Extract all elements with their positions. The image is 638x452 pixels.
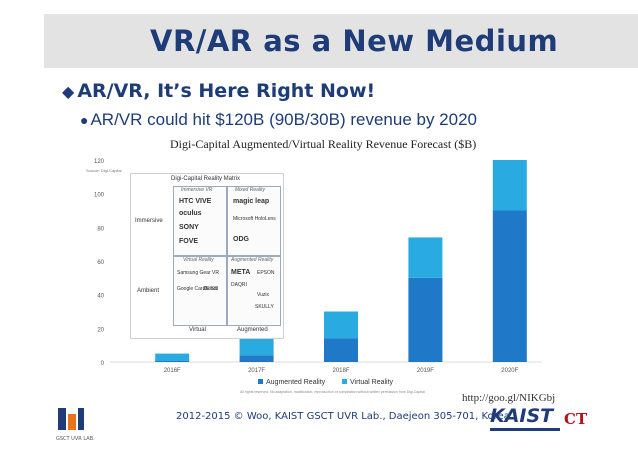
matrix-title: Digi-Capital Reality Matrix <box>171 176 241 182</box>
bullet-subpoint-text: AR/VR could hit $120B (90B/30B) revenue … <box>90 110 477 129</box>
y-tick-label: 80 <box>97 226 104 232</box>
kaist-logo-underline <box>490 428 560 431</box>
slide-title: VR/AR as a New Medium <box>150 24 559 58</box>
legend-swatch-vr <box>342 379 347 384</box>
x-tick-label: 2020F <box>501 368 518 374</box>
y-tick-label: 120 <box>94 159 105 165</box>
quadrant-head-augmented-reality: Augmented Reality <box>231 257 274 263</box>
cell-virtual-reality <box>173 256 227 326</box>
chart-title: Digi-Capital Augmented/Virtual Reality R… <box>170 137 477 151</box>
bar-2016F-ar <box>155 360 190 362</box>
logo-fove: FOVE <box>179 238 199 245</box>
bullet-heading: ◆ AR/VR, It’s Here Right Now! <box>62 80 375 102</box>
logo-skully: SKULLY <box>255 304 274 310</box>
diamond-bullet-icon: ◆ <box>62 82 75 101</box>
kaist-logo: KAIST <box>490 405 554 427</box>
y-tick-label: 40 <box>97 294 104 300</box>
bar-2019F-ar <box>408 277 443 362</box>
bullet-heading-text: AR/VR, It’s Here Right Now! <box>77 80 376 102</box>
quadrant-head-immersive-vr: Immersive VR <box>181 187 213 193</box>
legend-label-vr: Virtual Reality <box>350 379 394 386</box>
chart-footnote: All rights reserved. No adaptation, modi… <box>240 390 425 394</box>
legend-label-ar: Augmented Reality <box>266 379 326 386</box>
x-tick-label: 2019F <box>417 368 434 374</box>
logo-sony: SONY <box>179 224 199 231</box>
bar-2017F-ar <box>239 355 274 362</box>
logo-magic-leap: magic leap <box>233 198 270 205</box>
col-label-virtual: Virtual <box>189 327 206 333</box>
quadrant-head-virtual-reality: Virtual Reality <box>183 257 214 263</box>
cell-augmented-reality <box>227 256 281 326</box>
logo-meta: META <box>231 269 251 276</box>
cell-immersive-vr <box>173 186 227 256</box>
dot-bullet-icon: ● <box>80 112 89 128</box>
bar-2020F-ar <box>492 210 527 362</box>
bar-2018F-ar <box>324 338 358 362</box>
logo-zeiss: ZEISS <box>203 286 218 292</box>
source-url: http://goo.gl/NIKGbj <box>462 392 556 404</box>
x-tick-label: 2016F <box>164 368 181 374</box>
logo-microsoft-hololens: Microsoft HoloLens <box>233 216 276 222</box>
logo-htc-vive: HTC VIVE <box>179 198 212 205</box>
bar-2020F-vr <box>492 160 527 211</box>
logo-daqri: DAQRI <box>231 282 247 288</box>
col-label-augmented: Augmented <box>237 327 268 333</box>
bullet-subpoint: ● AR/VR could hit $120B (90B/30B) revenue… <box>80 110 477 130</box>
logo-epson: EPSON <box>257 270 275 276</box>
gsct-ct-logo-icon: CT <box>562 407 592 429</box>
x-tick-label: 2018F <box>332 368 349 374</box>
logo-odg: ODG <box>233 236 249 243</box>
ct-logo-text: CT <box>564 410 588 428</box>
y-tick-label: 0 <box>101 361 105 367</box>
logo-vuzix: Vuzix <box>257 292 270 298</box>
bar-2017F-vr <box>239 338 274 356</box>
uvr-lab-logo-text: GSCT UVR LAB. <box>56 436 95 442</box>
y-tick-label: 100 <box>94 193 105 199</box>
bar-2019F-vr <box>408 237 443 278</box>
row-label-ambient: Ambient <box>137 288 160 294</box>
reality-matrix: Digi-Capital Reality Matrix Immersive VR… <box>130 173 284 339</box>
revenue-forecast-chart: Source: Digi-Capital 0 20 40 60 80 100 120 2016F… <box>86 159 542 394</box>
logo-samsung-gear-vr: Samsung Gear VR <box>177 270 219 276</box>
x-tick-label: 2017F <box>248 368 265 374</box>
uvr-lab-logo-icon <box>58 408 84 430</box>
logo-oculus: oculus <box>179 210 202 217</box>
chart-source-note: Source: Digi-Capital <box>86 168 122 173</box>
logo-google-cardboard: Google Cardboard <box>177 286 219 292</box>
bar-2016F-vr <box>155 353 190 361</box>
quadrant-head-mixed-reality: Mixed Reality <box>235 187 266 193</box>
row-label-immersive: Immersive <box>135 218 163 224</box>
cell-mixed-reality <box>227 186 281 256</box>
y-tick-label: 20 <box>97 327 104 333</box>
title-bar <box>44 14 638 68</box>
y-tick-label: 60 <box>97 260 104 266</box>
bar-2018F-vr <box>324 311 358 339</box>
legend-swatch-ar <box>258 379 263 384</box>
footer-copyright: 2012-2015 © Woo, KAIST GSCT UVR Lab., Da… <box>176 411 510 422</box>
